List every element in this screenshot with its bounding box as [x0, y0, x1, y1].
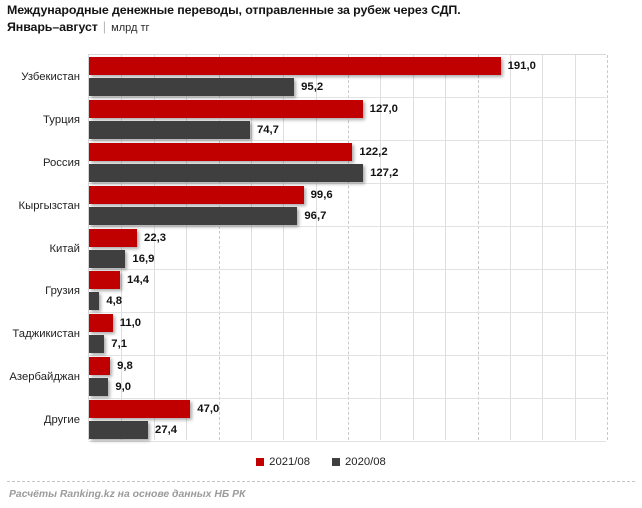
bar-value-label: 47,0 [197, 403, 220, 416]
bar-row: 47,0 [89, 400, 606, 419]
bar-value-label: 14,4 [127, 274, 150, 287]
legend-label: 2021/08 [269, 456, 310, 468]
chart-bar-groups: Узбекистан 191,0 95,2 Турция 127,0 74,7 Россия… [9, 55, 606, 441]
bar[interactable] [89, 314, 113, 333]
bar-value-label: 95,2 [301, 81, 324, 93]
bar-row: 96,7 [89, 206, 606, 225]
chart-plot-area: Узбекистан 191,0 95,2 Турция 127,0 74,7 Россия… [9, 54, 608, 442]
chart-units-label: млрд тг [111, 22, 150, 34]
category-label: Азербайджан [9, 371, 80, 384]
footer-source-note: Расчёты Ranking.kz на основе данных НБ Р… [9, 489, 246, 500]
chart-bar-group: Азербайджан 9,8 9,0 [9, 356, 606, 398]
bar-value-label: 122,2 [359, 145, 388, 158]
chart-subtitle-row: Январь–август | млрд тг [7, 19, 637, 36]
category-label: Кыргызстан [18, 199, 81, 212]
bar-row: 22,3 [89, 228, 606, 247]
bar-row: 191,0 [89, 57, 606, 75]
bar-row: 16,9 [89, 249, 606, 268]
bar[interactable] [89, 378, 109, 397]
bar-value-label: 27,4 [155, 424, 178, 437]
bar-value-label: 16,9 [132, 252, 155, 265]
legend-item[interactable]: 2020/08 [332, 456, 386, 468]
category-label: Таджикистан [12, 328, 80, 341]
bar[interactable] [89, 292, 100, 311]
legend-label: 2020/08 [345, 456, 386, 468]
bar[interactable] [89, 249, 126, 268]
chart-bar-group: Китай 22,3 16,9 [49, 228, 606, 270]
category-label: Узбекистан [21, 71, 80, 83]
bar-row: 7,1 [89, 335, 606, 354]
category-label: Россия [42, 156, 80, 169]
category-label: Другие [43, 414, 80, 427]
bar-row: 99,6 [89, 185, 606, 204]
bar-value-label: 4,8 [106, 295, 123, 308]
chart-bar-group: Кыргызстан 99,6 96,7 [19, 185, 606, 227]
category-label: Грузия [45, 285, 80, 298]
bar-value-label: 74,7 [256, 123, 279, 136]
bar-value-label: 7,1 [111, 338, 128, 351]
bar[interactable] [89, 357, 111, 376]
bar-value-label: 127,2 [370, 166, 399, 179]
gridline-major [607, 55, 608, 440]
category-label: Турция [43, 113, 80, 126]
bar[interactable] [89, 206, 298, 225]
bar-value-label: 99,6 [310, 188, 333, 201]
bar-row: 27,4 [89, 421, 606, 440]
bar-value-label: 191,0 [507, 60, 536, 72]
bar-value-label: 9,0 [115, 381, 132, 394]
bar-row: 9,8 [89, 357, 606, 376]
chart-bar-group: Узбекистан 191,0 95,2 [21, 56, 606, 98]
bar-value-label: 9,8 [117, 360, 133, 373]
bar[interactable] [89, 57, 501, 75]
bar[interactable] [89, 421, 149, 440]
chart-bar-group: Другие 47,0 27,4 [44, 399, 606, 441]
category-label: Китай [49, 242, 80, 255]
chart-bar-group: Россия 122,2 127,2 [43, 142, 606, 184]
bar-row: 11,0 [89, 314, 606, 333]
bar[interactable] [89, 99, 363, 118]
bar-row: 4,8 [89, 292, 606, 311]
bar-value-label: 127,0 [369, 102, 398, 115]
legend-swatch-icon [256, 458, 265, 466]
bar-row: 127,2 [89, 163, 606, 182]
chart-header: Международные денежные переводы, отправл… [7, 2, 637, 36]
bar-value-label: 11,0 [119, 317, 142, 330]
legend-swatch-icon [332, 458, 340, 466]
bar-row: 9,0 [89, 378, 606, 397]
page-title: Международные денежные переводы, отправл… [7, 3, 461, 17]
bar-value-label: 22,3 [144, 231, 167, 244]
bar-row: 127,0 [89, 99, 606, 118]
chart-bar-group: Турция 127,0 74,7 [43, 99, 606, 141]
bar[interactable] [89, 185, 304, 204]
footer-divider [7, 481, 635, 482]
chart-subtitle: Январь–август [7, 20, 98, 34]
chart-bar-group: Таджикистан 11,0 7,1 [12, 313, 606, 355]
bar[interactable] [89, 271, 121, 290]
bar[interactable] [89, 335, 105, 354]
bar[interactable] [89, 120, 250, 139]
chart-legend: 2021/08 2020/08 [0, 456, 642, 468]
bar[interactable] [89, 400, 191, 419]
bar[interactable] [89, 142, 353, 161]
bar-row: 95,2 [89, 78, 606, 96]
legend-item[interactable]: 2021/08 [256, 456, 310, 468]
bar-row: 74,7 [89, 120, 606, 139]
bar[interactable] [89, 228, 138, 247]
subtitle-separator: | [102, 19, 107, 34]
bar-row: 122,2 [89, 142, 606, 161]
bar-value-label: 96,7 [304, 209, 327, 222]
bar[interactable] [89, 78, 295, 96]
bar-row: 14,4 [89, 271, 606, 290]
bar[interactable] [89, 163, 364, 182]
chart-bar-group: Грузия 14,4 4,8 [45, 270, 606, 312]
